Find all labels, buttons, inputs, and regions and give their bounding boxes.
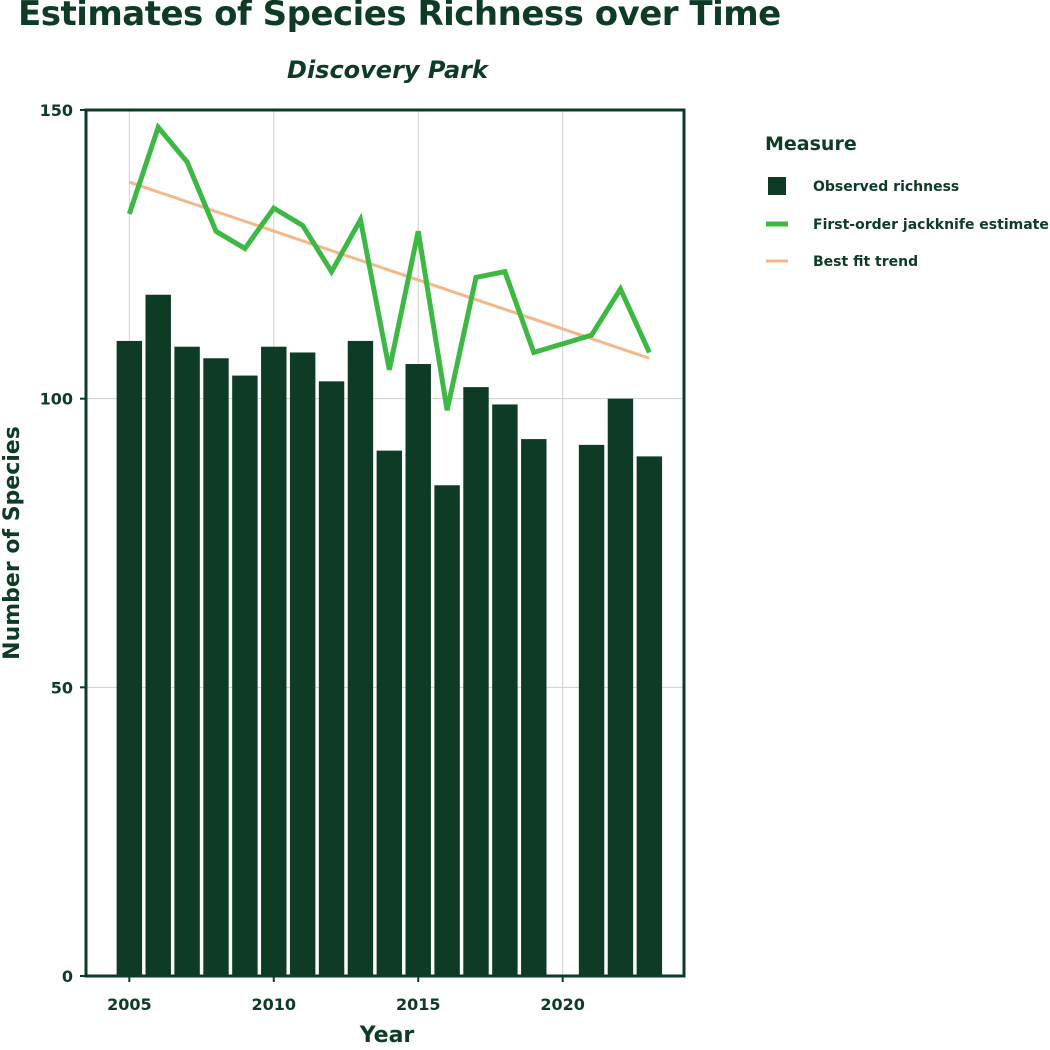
y-tick-label: 150: [40, 101, 73, 120]
line-series: [126, 122, 652, 411]
legend-swatch-observed: [768, 177, 786, 195]
y-tick-label: 100: [40, 390, 73, 409]
bar-2016: [434, 485, 460, 976]
jackknife-line: [126, 122, 652, 411]
plot-frame: [84, 108, 686, 978]
bar-2023: [636, 456, 663, 976]
x-axis-label: Year: [359, 1023, 415, 1048]
bar-2021: [578, 444, 605, 976]
bar-2013: [347, 340, 374, 976]
bar-2012: [318, 381, 345, 976]
tick-labels: 2005 2010 2015 2020 0 50 100 150: [40, 101, 585, 1014]
chart-subtitle: Discovery Park: [287, 56, 488, 84]
bar-2006: [145, 294, 171, 976]
bar-2022: [607, 398, 634, 977]
axes: [80, 108, 686, 982]
x-tick-label: 2005: [107, 995, 152, 1014]
bar-2008: [203, 358, 229, 977]
chart-title: Estimates of Species Richness over Time: [18, 0, 781, 34]
bar-2015: [405, 364, 431, 976]
y-axis-label: Number of Species: [0, 426, 25, 660]
y-tick-label: 0: [62, 967, 73, 986]
bar-2010: [261, 346, 287, 976]
legend-label: Best fit trend: [813, 254, 918, 270]
x-tick-label: 2010: [252, 995, 297, 1014]
legend-label: First-order jackknife estimate: [813, 217, 1049, 233]
bar-2007: [174, 346, 200, 976]
bar-2009: [232, 375, 258, 976]
bar-2018: [492, 404, 518, 976]
bar-2019: [521, 439, 547, 977]
x-tick-label: 2020: [540, 995, 585, 1014]
bar-2017: [463, 387, 489, 976]
bar-2011: [289, 352, 316, 977]
legend: Measure Observed richness First-order jac…: [765, 133, 1049, 270]
legend-title: Measure: [765, 133, 857, 155]
bar-2014: [376, 450, 403, 976]
trend-line: [128, 180, 650, 360]
bar-series-observed: [116, 294, 663, 977]
bar-2005: [116, 340, 143, 976]
x-tick-label: 2015: [396, 995, 441, 1014]
y-tick-label: 50: [51, 678, 73, 697]
legend-label: Observed richness: [813, 179, 959, 195]
